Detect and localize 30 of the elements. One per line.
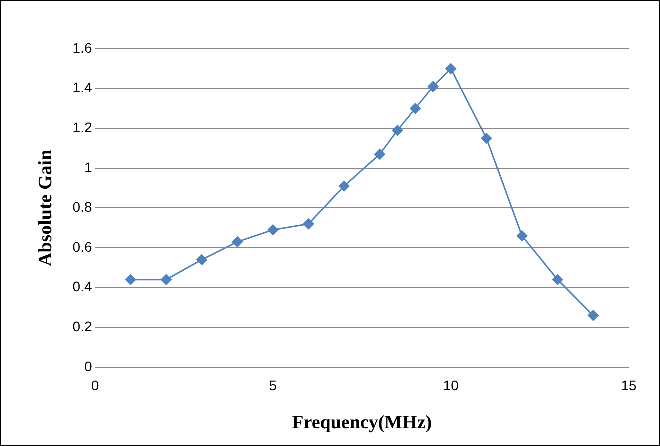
point — [516, 230, 528, 242]
point — [338, 180, 350, 192]
point — [552, 274, 564, 286]
x-tick-label: 10 — [443, 378, 460, 394]
x-axis-title: Frequency(MHz) — [292, 412, 432, 434]
y-tick-label: 0 — [84, 358, 92, 374]
point — [268, 224, 279, 236]
point — [232, 236, 244, 248]
point — [410, 103, 422, 114]
y-tick-label: 1.4 — [72, 80, 92, 96]
point — [428, 81, 439, 92]
y-tick-label: 1.2 — [72, 119, 92, 136]
y-tick-label: 0.8 — [72, 199, 92, 216]
point — [303, 218, 314, 230]
y-axis-title: Absolute Gain — [35, 149, 56, 267]
y-tick-label: 0.6 — [72, 238, 92, 255]
point — [196, 254, 208, 266]
point — [160, 274, 172, 286]
y-tick-label: 0.2 — [72, 318, 92, 334]
point — [392, 125, 404, 136]
y-tick-label: 0.4 — [72, 278, 92, 295]
point — [446, 63, 457, 74]
x-tick-label: 5 — [269, 378, 278, 394]
x-tick-label: 15 — [621, 378, 637, 394]
point — [588, 310, 599, 322]
point — [125, 274, 136, 286]
y-tick-label: 1.6 — [72, 40, 92, 56]
point — [481, 133, 492, 144]
point — [374, 148, 386, 160]
y-tick-label: 1 — [84, 159, 92, 176]
